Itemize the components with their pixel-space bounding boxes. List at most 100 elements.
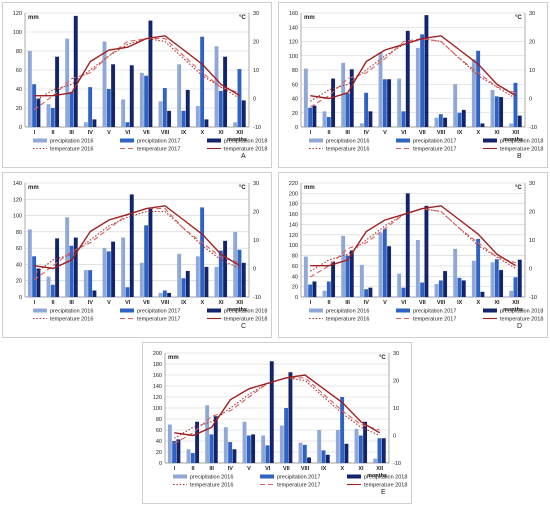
x-tick-label: X — [200, 300, 204, 306]
y2-tick-label: -10 — [529, 295, 537, 301]
x-tick-label: IV — [88, 130, 94, 136]
bar-p2018 — [185, 89, 190, 127]
bar-p2016 — [233, 122, 238, 127]
x-tick-label: VI — [125, 300, 131, 306]
y2-tick-label: 20 — [253, 40, 259, 46]
y2-tick-label: 20 — [529, 40, 535, 46]
bar-p2017 — [420, 282, 425, 297]
bar-p2017 — [513, 277, 518, 297]
y-axis-unit-label: mm — [28, 185, 39, 191]
bar-p2018 — [223, 240, 228, 297]
bar-p2018 — [55, 56, 60, 128]
y2-tick-label: 0 — [253, 267, 256, 273]
bar-p2016 — [27, 229, 32, 297]
bar-p2016 — [490, 89, 495, 127]
bar-p2017 — [457, 277, 462, 297]
bar-p2016 — [322, 290, 327, 297]
bar-p2017 — [32, 256, 37, 297]
y-tick-label: 80 — [16, 49, 22, 55]
x-tick-label: I — [310, 130, 312, 136]
y-tick-label: 200 — [289, 191, 298, 197]
bar-p2016 — [167, 424, 172, 463]
bar-p2018 — [111, 64, 116, 127]
line-t2017 — [33, 38, 240, 111]
bar-p2017 — [326, 117, 331, 127]
y-tick-label: 100 — [289, 54, 298, 60]
y2-tick-label: 10 — [529, 238, 535, 244]
panel-letter: D — [517, 323, 522, 330]
bar-p2018 — [204, 119, 209, 127]
bar-p2018 — [36, 98, 41, 127]
y2-tick-label: 10 — [529, 68, 535, 74]
bar-p2017 — [246, 435, 251, 463]
bar-p2017 — [284, 408, 289, 463]
bar-p2017 — [69, 245, 74, 297]
y-tick-label: 100 — [153, 406, 162, 412]
panel-letter: A — [241, 153, 246, 160]
x-tick-label: III — [345, 130, 350, 136]
x-tick-label: II — [327, 300, 331, 306]
legend-label-p2018: precipitation 2018 — [224, 309, 267, 315]
bar-p2016 — [186, 449, 191, 463]
bar-p2017 — [218, 250, 223, 297]
x-axis-label: months — [503, 307, 523, 313]
legend-swatch-p2016 — [33, 138, 47, 143]
legend-label-t2018: temperature 2018 — [500, 317, 543, 323]
bar-p2018 — [443, 271, 448, 297]
bar-p2016 — [177, 253, 182, 297]
bar-p2016 — [214, 266, 219, 297]
y2-axis-unit-label: °C — [515, 185, 522, 191]
y-axis-unit-label: mm — [168, 355, 179, 361]
bar-p2017 — [190, 453, 195, 463]
bar-p2017 — [476, 238, 481, 297]
y-tick-label: 220 — [289, 181, 298, 187]
bar-p2018 — [368, 287, 373, 297]
bar-p2016 — [509, 123, 514, 127]
bar-p2017 — [476, 50, 481, 128]
legend-swatch-p2017 — [396, 138, 410, 143]
bar-p2018 — [204, 266, 209, 297]
legend-swatch-p2018 — [207, 138, 221, 143]
bar-p2016 — [434, 284, 439, 297]
bar-p2017 — [228, 442, 233, 463]
bar-p2017 — [345, 255, 350, 297]
bar-p2017 — [162, 88, 167, 127]
legend-swatch-p2017 — [120, 138, 134, 143]
y-tick-label: 100 — [289, 243, 298, 249]
legend-label-p2018: precipitation 2018 — [500, 309, 543, 315]
x-tick-label: II — [191, 466, 195, 472]
bar-p2017 — [181, 278, 186, 297]
bar-p2017 — [340, 397, 345, 463]
legend-swatch-p2018 — [483, 138, 497, 143]
bar-p2018 — [176, 439, 181, 463]
x-tick-label: IV — [364, 130, 370, 136]
bar-p2016 — [359, 264, 364, 297]
y-tick-label: 200 — [153, 351, 162, 357]
bar-p2018 — [499, 97, 504, 127]
bar-p2016 — [490, 262, 495, 297]
x-tick-label: III — [209, 466, 214, 472]
bar-p2017 — [32, 84, 37, 127]
bar-p2018 — [213, 416, 218, 463]
y-tick-label: 40 — [156, 439, 162, 445]
bar-p2017 — [237, 69, 242, 127]
x-tick-label: VII — [419, 300, 426, 306]
bar-p2016 — [471, 260, 476, 297]
bar-p2016 — [322, 111, 327, 127]
y-tick-label: 100 — [13, 214, 22, 220]
bar-p2016 — [335, 430, 340, 463]
y-tick-label: 80 — [156, 417, 162, 423]
bar-p2018 — [363, 421, 368, 463]
bar-p2017 — [144, 225, 149, 297]
bar-p2018 — [349, 69, 354, 127]
bar-p2018 — [325, 454, 330, 463]
bar-p2017 — [181, 110, 186, 127]
bar-p2018 — [55, 238, 60, 297]
bar-p2016 — [46, 104, 51, 127]
bar-p2016 — [279, 425, 284, 463]
bar-p2017 — [125, 287, 130, 297]
bar-p2016 — [453, 248, 458, 297]
x-tick-label: VIII — [161, 130, 170, 136]
bar-p2017 — [401, 287, 406, 297]
